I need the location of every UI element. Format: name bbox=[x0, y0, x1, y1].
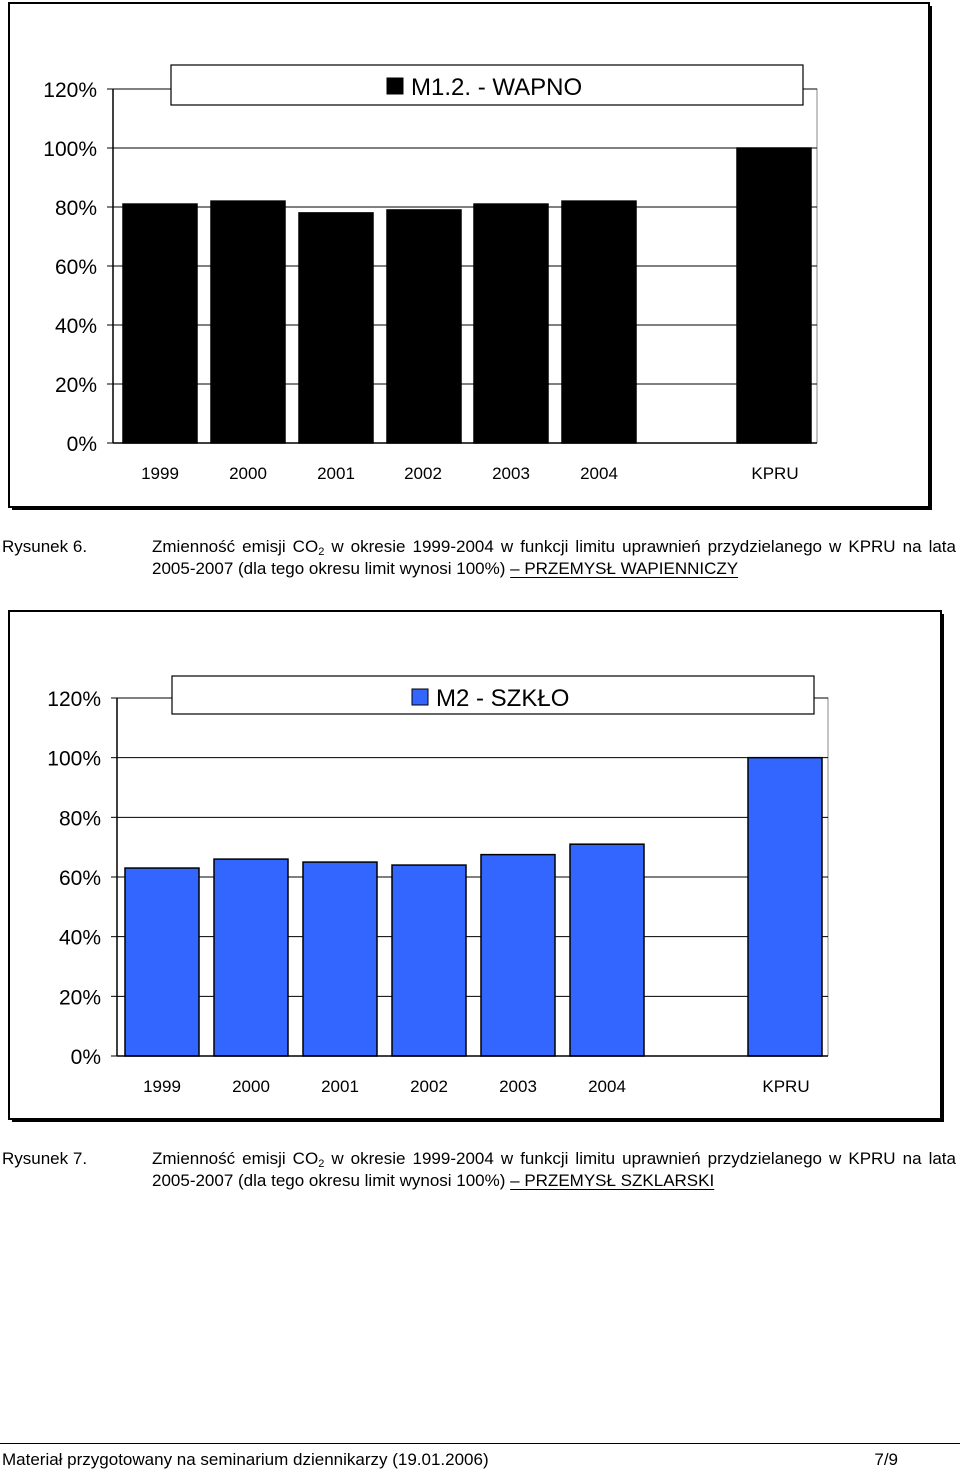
y-tick-label: 60% bbox=[55, 256, 97, 279]
bar bbox=[124, 867, 200, 1057]
legend-box bbox=[170, 64, 804, 106]
bar bbox=[298, 212, 374, 444]
bar bbox=[302, 861, 378, 1057]
x-tick-label: 2003 bbox=[492, 464, 530, 483]
legend-swatch bbox=[411, 688, 429, 706]
chart-szklo-svg: 0% 20% 40% 60% 80% 100% 120% 1999 2000 2001 2002 20… bbox=[8, 610, 944, 1122]
caption-industry: – PRZEMYSŁ SZKLARSKI bbox=[510, 1171, 715, 1190]
footer-text: Materiał przygotowany na seminarium dzie… bbox=[2, 1450, 489, 1469]
bar bbox=[569, 843, 645, 1057]
y-tick-label: 20% bbox=[55, 374, 97, 397]
caption-text-post: w okresie 1999-2004 w funkcji limitu upr… bbox=[152, 537, 956, 578]
page-number: 7/9 bbox=[874, 1450, 898, 1469]
caption-text-pre: Zmienność emisji CO bbox=[152, 1149, 319, 1168]
y-tick-label: 80% bbox=[55, 197, 97, 220]
y-tick-label: 100% bbox=[43, 138, 97, 161]
caption-text-post: w okresie 1999-2004 w funkcji limitu upr… bbox=[152, 1149, 956, 1190]
bar bbox=[736, 147, 812, 444]
y-tick-label: 100% bbox=[47, 748, 101, 771]
bar bbox=[747, 756, 823, 1057]
chart-wapno-svg: 0% 20% 40% 60% 80% 100% 120% 1999 2000 2001 2002 20… bbox=[8, 2, 932, 510]
x-tick-label: 2003 bbox=[499, 1077, 537, 1096]
y-tick-label: 20% bbox=[59, 986, 101, 1009]
caption-text: Zmienność emisji CO2 w okresie 1999-2004… bbox=[152, 536, 956, 580]
y-tick-label: 0% bbox=[67, 433, 97, 456]
bar bbox=[122, 203, 198, 444]
bar bbox=[480, 853, 556, 1057]
x-tick-label: 2001 bbox=[317, 464, 355, 483]
footer-rule bbox=[0, 1443, 960, 1444]
legend-box bbox=[171, 675, 815, 715]
bar bbox=[213, 858, 289, 1057]
x-tick-label: 2001 bbox=[321, 1077, 359, 1096]
x-tick-label: 2004 bbox=[580, 464, 618, 483]
bar bbox=[210, 200, 286, 444]
x-tick-label: KPRU bbox=[762, 1077, 809, 1096]
y-tick-label: 120% bbox=[43, 79, 97, 102]
x-tick-label: 2000 bbox=[229, 464, 267, 483]
y-tick-label: 0% bbox=[71, 1046, 101, 1069]
x-tick-label: 2004 bbox=[588, 1077, 626, 1096]
x-tick-label: KPRU bbox=[751, 464, 798, 483]
chart-wapno: 0% 20% 40% 60% 80% 100% 120% 1999 2000 2001 2002 20… bbox=[8, 2, 934, 512]
chart-szklo: 0% 20% 40% 60% 80% 100% 120% 1999 2000 2001 2002 20… bbox=[8, 610, 946, 1124]
bar bbox=[391, 864, 467, 1057]
caption-subscript: 2 bbox=[318, 546, 325, 558]
y-tick-label: 120% bbox=[47, 688, 101, 711]
x-tick-label: 2000 bbox=[232, 1077, 270, 1096]
y-tick-label: 40% bbox=[59, 927, 101, 950]
y-tick-label: 80% bbox=[59, 807, 101, 830]
legend-label: M1.2. - WAPNO bbox=[411, 74, 582, 101]
bar bbox=[386, 209, 462, 444]
caption-industry: – PRZEMYSŁ WAPIENNICZY bbox=[510, 559, 739, 578]
bar bbox=[561, 200, 637, 444]
caption-text: Zmienność emisji CO2 w okresie 1999-2004… bbox=[152, 1148, 956, 1192]
bar bbox=[473, 203, 549, 444]
legend-swatch bbox=[386, 77, 404, 95]
caption-text-pre: Zmienność emisji CO bbox=[152, 537, 319, 556]
caption-subscript: 2 bbox=[318, 1158, 325, 1170]
caption-number: Rysunek 6. bbox=[2, 537, 88, 556]
x-tick-label: 1999 bbox=[141, 464, 179, 483]
x-tick-label: 2002 bbox=[410, 1077, 448, 1096]
legend-label: M2 - SZKŁO bbox=[436, 685, 569, 712]
caption-number: Rysunek 7. bbox=[2, 1149, 88, 1168]
x-tick-label: 1999 bbox=[143, 1077, 181, 1096]
y-tick-label: 40% bbox=[55, 315, 97, 338]
y-tick-label: 60% bbox=[59, 867, 101, 890]
x-tick-label: 2002 bbox=[404, 464, 442, 483]
